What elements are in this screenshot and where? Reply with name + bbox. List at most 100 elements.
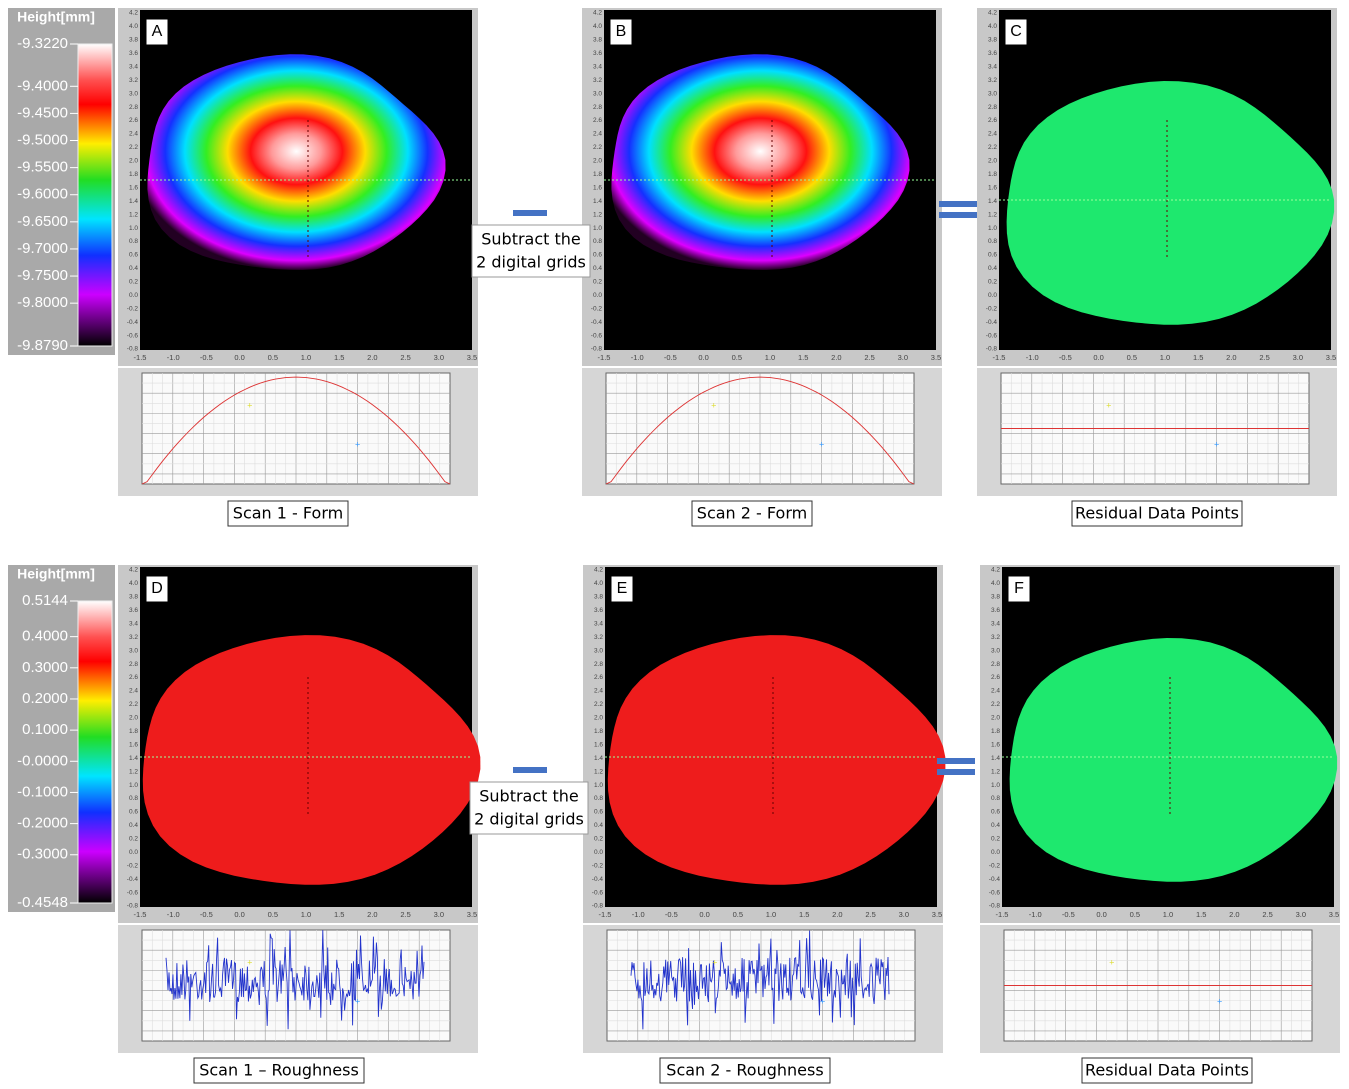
colorbar-label: -9.6500 [17,213,68,230]
y-tick-label: -0.4 [989,876,1001,883]
y-tick-label: -0.2 [989,862,1001,869]
x-tick-label: 3.5 [1326,353,1336,362]
x-tick-label: 1.0 [765,353,775,362]
y-tick-label: 3.8 [129,37,138,44]
y-tick-label: 1.2 [988,211,997,218]
y-tick-label: 4.2 [594,567,603,574]
x-tick-label: 3.5 [931,353,941,362]
y-tick-label: -0.8 [592,903,604,910]
y-tick-label: 3.0 [129,90,138,97]
y-tick-label: -0.6 [127,889,139,896]
x-tick-label: 0.0 [698,353,708,362]
profile-marker: + [1217,997,1222,1007]
y-tick-label: -0.6 [986,332,998,339]
profile-marker: + [247,401,252,411]
colorbar-label: -0.0000 [17,752,68,769]
y-tick-label: 3.4 [129,63,138,70]
y-tick-label: -0.2 [591,305,603,312]
y-tick-label: 0.4 [988,265,997,272]
y-tick-label: 0.4 [593,265,602,272]
x-tick-label: 1.0 [301,353,311,362]
x-tick-label: 3.0 [1296,910,1306,919]
operator-box [469,781,589,835]
y-tick-label: 1.0 [129,782,138,789]
y-tick-label: 4.2 [991,567,1000,574]
y-tick-label: 3.4 [991,620,1000,627]
y-tick-label: 3.8 [988,37,997,44]
y-tick-label: 1.4 [991,755,1000,762]
y-tick-label: 2.4 [593,131,602,138]
operator-box [471,224,591,278]
y-tick-label: 3.0 [594,647,603,654]
y-tick-label: 1.8 [129,728,138,735]
y-tick-label: 1.6 [991,741,1000,748]
y-tick-label: -0.2 [592,862,604,869]
x-tick-label: 1.5 [1193,353,1203,362]
x-tick-label: 2.5 [400,910,410,919]
x-tick-label: -0.5 [200,353,213,362]
panel-letter-box [145,18,169,46]
colorbar-label: -9.7500 [17,267,68,284]
y-tick-label: 2.2 [988,144,997,151]
profile-line [141,376,451,485]
surface [1009,638,1338,882]
y-tick-label: 4.0 [129,23,138,30]
y-tick-label: 2.2 [129,701,138,708]
y-tick-label: 3.2 [129,77,138,84]
panel-letter-box [610,575,634,603]
x-tick-label: 2.0 [831,353,841,362]
y-tick-label: 3.8 [991,594,1000,601]
y-tick-label: 0.4 [129,265,138,272]
y-tick-label: -0.8 [127,903,139,910]
y-tick-label: 1.2 [594,768,603,775]
y-tick-label: 0.8 [129,795,138,802]
x-tick-label: 1.5 [798,353,808,362]
y-tick-label: 1.0 [991,782,1000,789]
y-tick-label: 4.2 [988,10,997,17]
y-tick-label: 3.8 [129,594,138,601]
x-tick-label: 2.0 [832,910,842,919]
x-tick-label: 1.5 [799,910,809,919]
x-tick-label: -1.0 [1026,353,1039,362]
colorbar-label: 0.4000 [22,628,68,645]
x-tick-label: -0.5 [665,910,678,919]
colorbar-label: -9.5000 [17,131,68,148]
y-tick-label: 0.2 [593,279,602,286]
panel-letter: A [152,23,163,40]
profile-marker: + [819,440,824,450]
y-tick-label: 0.8 [991,795,1000,802]
y-tick-label: 1.6 [129,741,138,748]
y-tick-label: 2.6 [129,674,138,681]
x-tick-label: -1.0 [1029,910,1042,919]
y-tick-label: 2.6 [991,674,1000,681]
y-tick-label: 1.6 [129,184,138,191]
y-tick-label: 3.0 [593,90,602,97]
y-tick-label: 2.8 [129,661,138,668]
y-tick-label: 3.4 [988,63,997,70]
colorbar [77,43,113,347]
y-tick-label: -0.8 [986,346,998,353]
y-tick-label: -0.8 [989,903,1001,910]
y-tick-label: 0.2 [129,836,138,843]
equals-sign [937,769,975,775]
y-tick-label: 3.8 [593,37,602,44]
y-tick-label: 4.0 [991,580,1000,587]
x-tick-label: 2.0 [1226,353,1236,362]
colorbar-label: -9.8000 [17,294,68,311]
x-tick-label: 3.0 [899,910,909,919]
caption-box [659,1057,831,1084]
x-tick-label: 2.0 [367,910,377,919]
x-tick-label: 0.5 [268,353,278,362]
surface [1006,81,1335,325]
y-tick-label: 1.0 [594,782,603,789]
x-tick-label: -1.5 [993,353,1006,362]
x-tick-label: 1.0 [301,910,311,919]
y-tick-label: 1.4 [129,755,138,762]
y-tick-label: 2.4 [594,688,603,695]
y-tick-label: 4.2 [129,567,138,574]
x-tick-label: -1.5 [996,910,1009,919]
y-tick-label: 2.6 [593,117,602,124]
y-tick-label: 1.0 [129,225,138,232]
y-tick-label: 1.8 [129,171,138,178]
x-tick-label: 2.5 [400,353,410,362]
